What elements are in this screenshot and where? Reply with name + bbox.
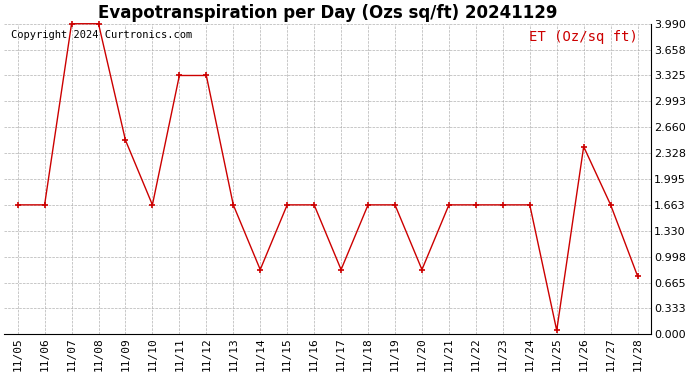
Text: ET (Oz/sq ft): ET (Oz/sq ft) xyxy=(529,30,638,44)
Title: Evapotranspiration per Day (Ozs sq/ft) 20241129: Evapotranspiration per Day (Ozs sq/ft) 2… xyxy=(98,4,558,22)
Text: Copyright 2024 Curtronics.com: Copyright 2024 Curtronics.com xyxy=(10,30,192,40)
